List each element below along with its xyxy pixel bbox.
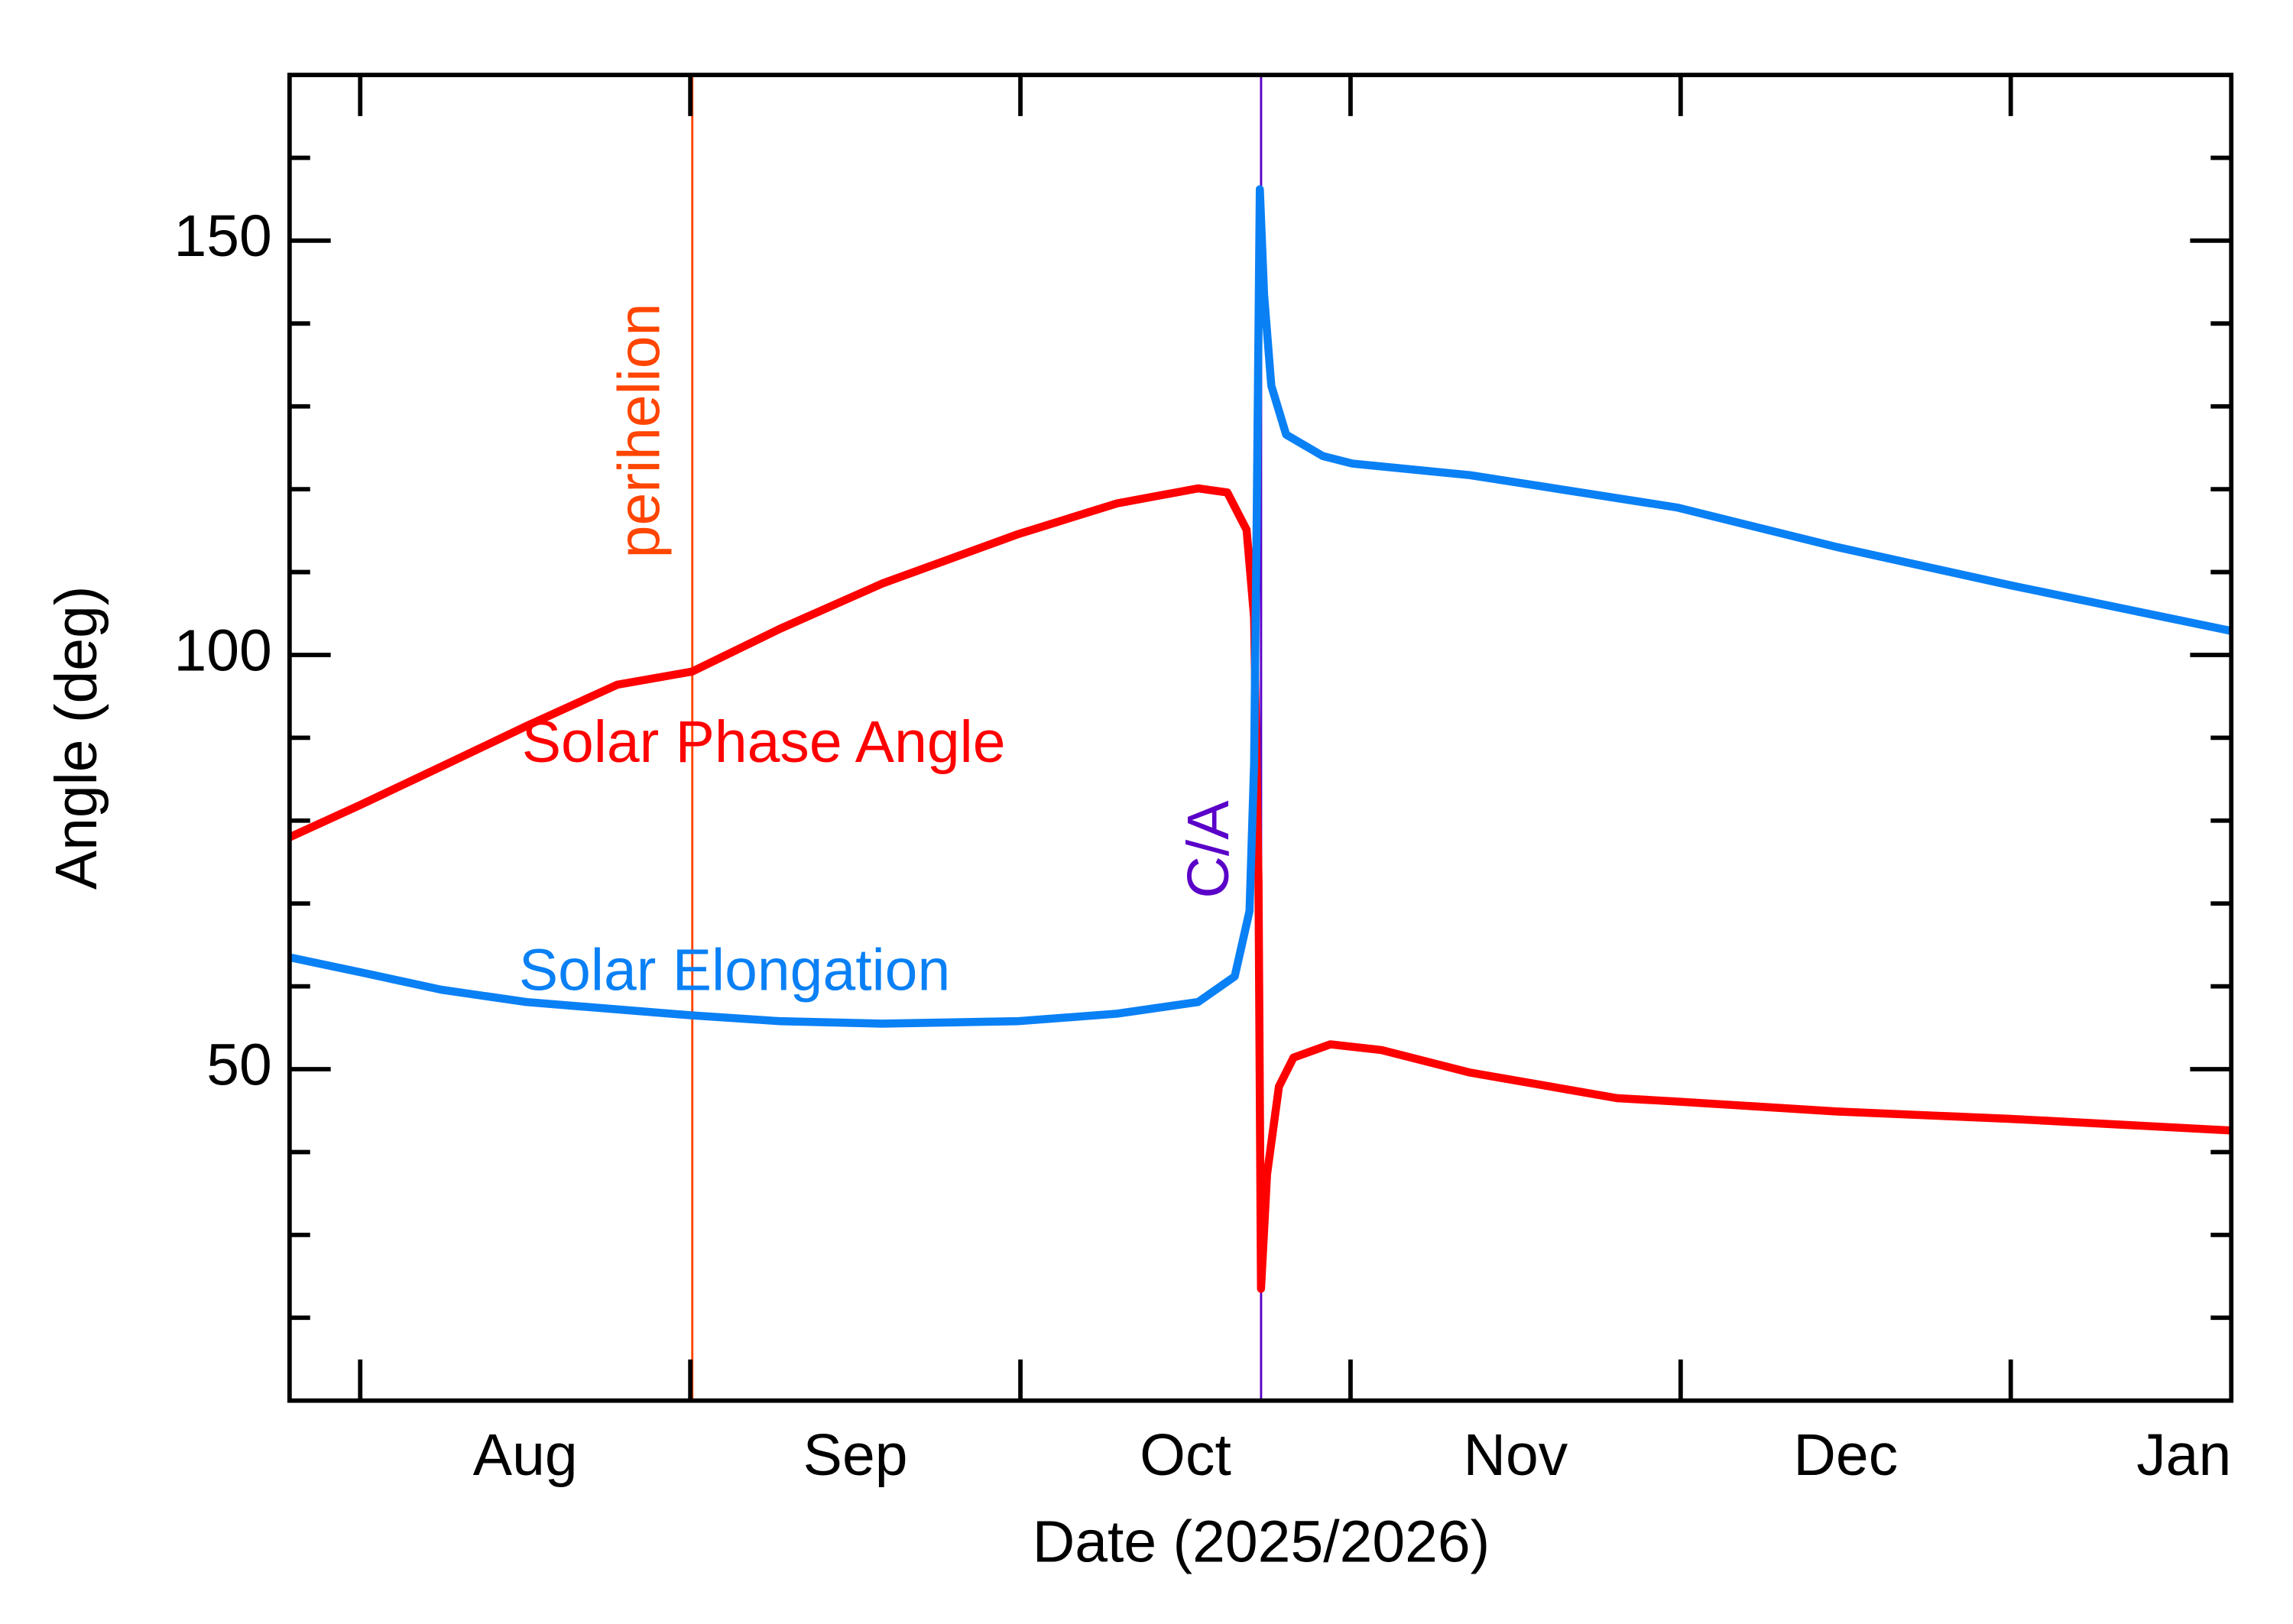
- x-axis-title: Date (2025/2026): [1033, 1509, 1490, 1574]
- reference-label: perihelion: [607, 303, 673, 559]
- x-tick-label: Oct: [1140, 1422, 1231, 1488]
- legend-label: Solar Phase Angle: [522, 709, 1006, 775]
- x-tick-label: Sep: [803, 1422, 908, 1488]
- x-tick-label: Aug: [473, 1422, 578, 1488]
- series-line: [288, 185, 2233, 1028]
- reference-label: C/A: [1176, 800, 1241, 899]
- x-tick-label: Dec: [1793, 1422, 1898, 1488]
- x-tick-label: Nov: [1464, 1422, 1568, 1488]
- y-axis-title: Angle (deg): [44, 586, 109, 890]
- x-tick-label: Jan: [2136, 1422, 2231, 1488]
- legend-label: Solar Elongation: [519, 937, 950, 1003]
- y-tick-label: 50: [206, 1032, 272, 1097]
- y-tick-label: 150: [174, 203, 271, 269]
- y-tick-label: 100: [174, 618, 271, 683]
